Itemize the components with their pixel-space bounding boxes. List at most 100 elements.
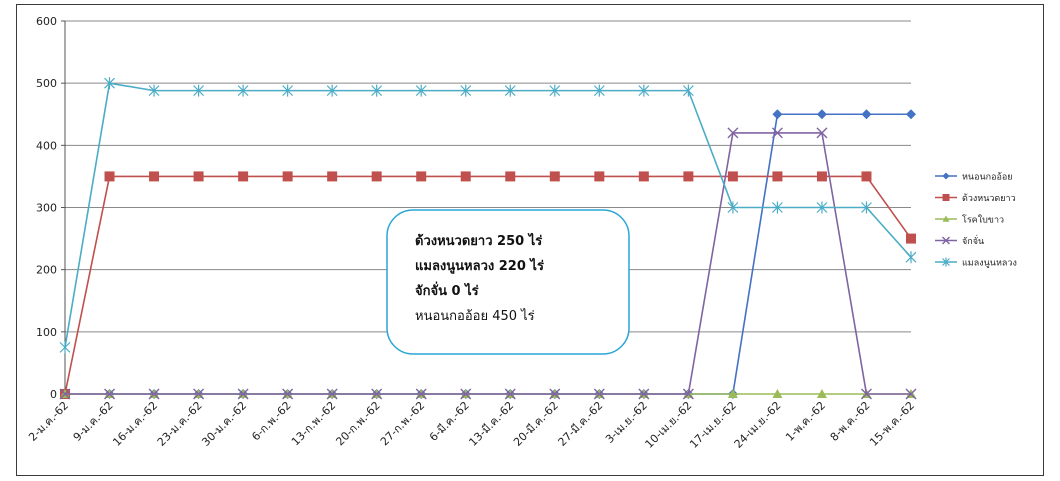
data-point bbox=[772, 389, 783, 398]
marker-stroke bbox=[942, 236, 950, 245]
x-tick-label: 8-พ.ค.-62 bbox=[828, 399, 873, 444]
series-line bbox=[64, 175, 912, 395]
series-group bbox=[59, 77, 917, 400]
x-tick-label: 17-เม.ย.-62 bbox=[687, 399, 739, 451]
marker-stroke bbox=[371, 388, 383, 400]
x-tick-label: 23-ม.ค.-62 bbox=[155, 399, 205, 449]
data-point bbox=[638, 171, 649, 182]
x-tick-label: 13-ก.พ.-62 bbox=[289, 399, 338, 448]
data-point bbox=[460, 84, 472, 97]
legend-label: หนอนกออ้อย bbox=[962, 172, 1013, 183]
data-point bbox=[326, 388, 338, 400]
data-point bbox=[549, 171, 560, 182]
data-point bbox=[237, 84, 249, 97]
y-tick-label: 300 bbox=[36, 202, 57, 215]
callout-line: แมลงนูนหลวง 220 ไร่ bbox=[415, 257, 544, 274]
data-point bbox=[772, 109, 783, 120]
x-tick-label: 9-ม.ค.-62 bbox=[71, 399, 116, 444]
x-tick-label: 27-มี.ค.-62 bbox=[556, 399, 606, 449]
data-point bbox=[905, 388, 917, 400]
data-point bbox=[638, 84, 650, 97]
data-point bbox=[505, 171, 516, 182]
data-point bbox=[104, 388, 116, 400]
y-axis-ticks: 0 100 200 300 400 500 600 bbox=[36, 15, 57, 401]
legend-item: หนอนกออ้อย bbox=[935, 172, 1013, 183]
data-point bbox=[906, 233, 916, 244]
data-point bbox=[683, 171, 694, 182]
data-point bbox=[149, 171, 160, 182]
marker-stroke bbox=[549, 388, 561, 400]
data-point bbox=[861, 109, 872, 120]
marker-stroke bbox=[104, 388, 116, 400]
data-point bbox=[682, 84, 694, 97]
marker-stroke bbox=[593, 388, 605, 400]
marker-stroke bbox=[326, 388, 338, 400]
legend-swatch-marker bbox=[942, 257, 950, 267]
x-tick-label: 15-พ.ค.-62 bbox=[867, 399, 917, 449]
data-point bbox=[193, 171, 204, 182]
data-point bbox=[771, 127, 783, 139]
data-point bbox=[727, 171, 738, 182]
data-point bbox=[816, 127, 828, 139]
marker-stroke bbox=[237, 388, 249, 400]
data-point bbox=[193, 84, 205, 97]
callout-line: หนอนกออ้อย 450 ไร่ bbox=[415, 308, 535, 324]
marker-stroke bbox=[816, 127, 828, 139]
x-tick-label: 6-ก.พ.-62 bbox=[249, 399, 293, 443]
annotation-callout: ด้วงหนวดยาว 250 ไร่แมลงนูนหลวง 220 ไร่จั… bbox=[386, 209, 630, 355]
data-point bbox=[549, 388, 561, 400]
data-point bbox=[816, 109, 827, 120]
legend-item: แมลงนูนหลวง bbox=[935, 257, 1017, 269]
data-point bbox=[594, 171, 605, 182]
marker-stroke bbox=[727, 127, 739, 139]
x-tick-label: 20-มี.ค.-62 bbox=[511, 399, 561, 449]
data-point bbox=[460, 388, 472, 400]
marker-stroke bbox=[415, 388, 427, 400]
data-point bbox=[682, 388, 694, 400]
legend-label: จักจั่น bbox=[962, 234, 984, 247]
data-point bbox=[861, 171, 872, 182]
data-point bbox=[148, 388, 160, 400]
data-point bbox=[371, 171, 382, 182]
data-point bbox=[104, 77, 115, 90]
x-tick-label: 20-ก.พ.-62 bbox=[333, 399, 382, 448]
y-tick-label: 200 bbox=[36, 264, 57, 277]
data-point bbox=[727, 389, 738, 398]
data-point bbox=[905, 251, 917, 264]
chart-frame: 0 100 200 300 400 500 600 2-ม.ค.-62 9-ม.ค.-62 16… bbox=[16, 4, 1044, 476]
marker-stroke bbox=[682, 388, 694, 400]
data-point bbox=[59, 341, 71, 354]
data-point bbox=[415, 84, 427, 97]
data-point bbox=[282, 171, 293, 182]
marker-stroke bbox=[148, 388, 160, 400]
y-tick-label: 600 bbox=[36, 15, 57, 28]
data-point bbox=[727, 201, 739, 214]
data-point bbox=[593, 388, 605, 400]
legend-swatch-marker bbox=[942, 215, 950, 222]
y-tick-label: 100 bbox=[36, 326, 57, 339]
legend-label: แมลงนูนหลวง bbox=[962, 259, 1017, 269]
data-point bbox=[416, 171, 427, 182]
legend-item: โรคใบขาว bbox=[935, 215, 1004, 226]
x-tick-label: 6-มี.ค.-62 bbox=[427, 399, 472, 444]
x-tick-label: 27-ก.พ.-62 bbox=[378, 399, 427, 448]
marker-stroke bbox=[504, 388, 516, 400]
data-point bbox=[816, 389, 827, 398]
y-tick-label: 0 bbox=[50, 388, 57, 401]
data-point bbox=[237, 388, 249, 400]
callout-line: ด้วงหนวดยาว 250 ไร่ bbox=[415, 232, 542, 249]
data-point bbox=[371, 84, 383, 97]
data-point bbox=[282, 388, 294, 400]
legend-item: จักจั่น bbox=[935, 234, 984, 247]
data-point bbox=[59, 388, 71, 400]
data-point bbox=[816, 171, 827, 182]
data-point bbox=[772, 171, 783, 182]
data-point bbox=[238, 171, 249, 182]
data-point bbox=[861, 201, 872, 214]
callout-line: จักจั่น 0 ไร่ bbox=[415, 281, 479, 299]
data-point bbox=[326, 84, 338, 97]
marker-stroke bbox=[638, 388, 650, 400]
data-point bbox=[906, 109, 916, 120]
x-axis-ticks: 2-ม.ค.-62 9-ม.ค.-6216-ม.ค.-6223-ม.ค.-6230… bbox=[26, 394, 917, 451]
data-point bbox=[415, 388, 427, 400]
